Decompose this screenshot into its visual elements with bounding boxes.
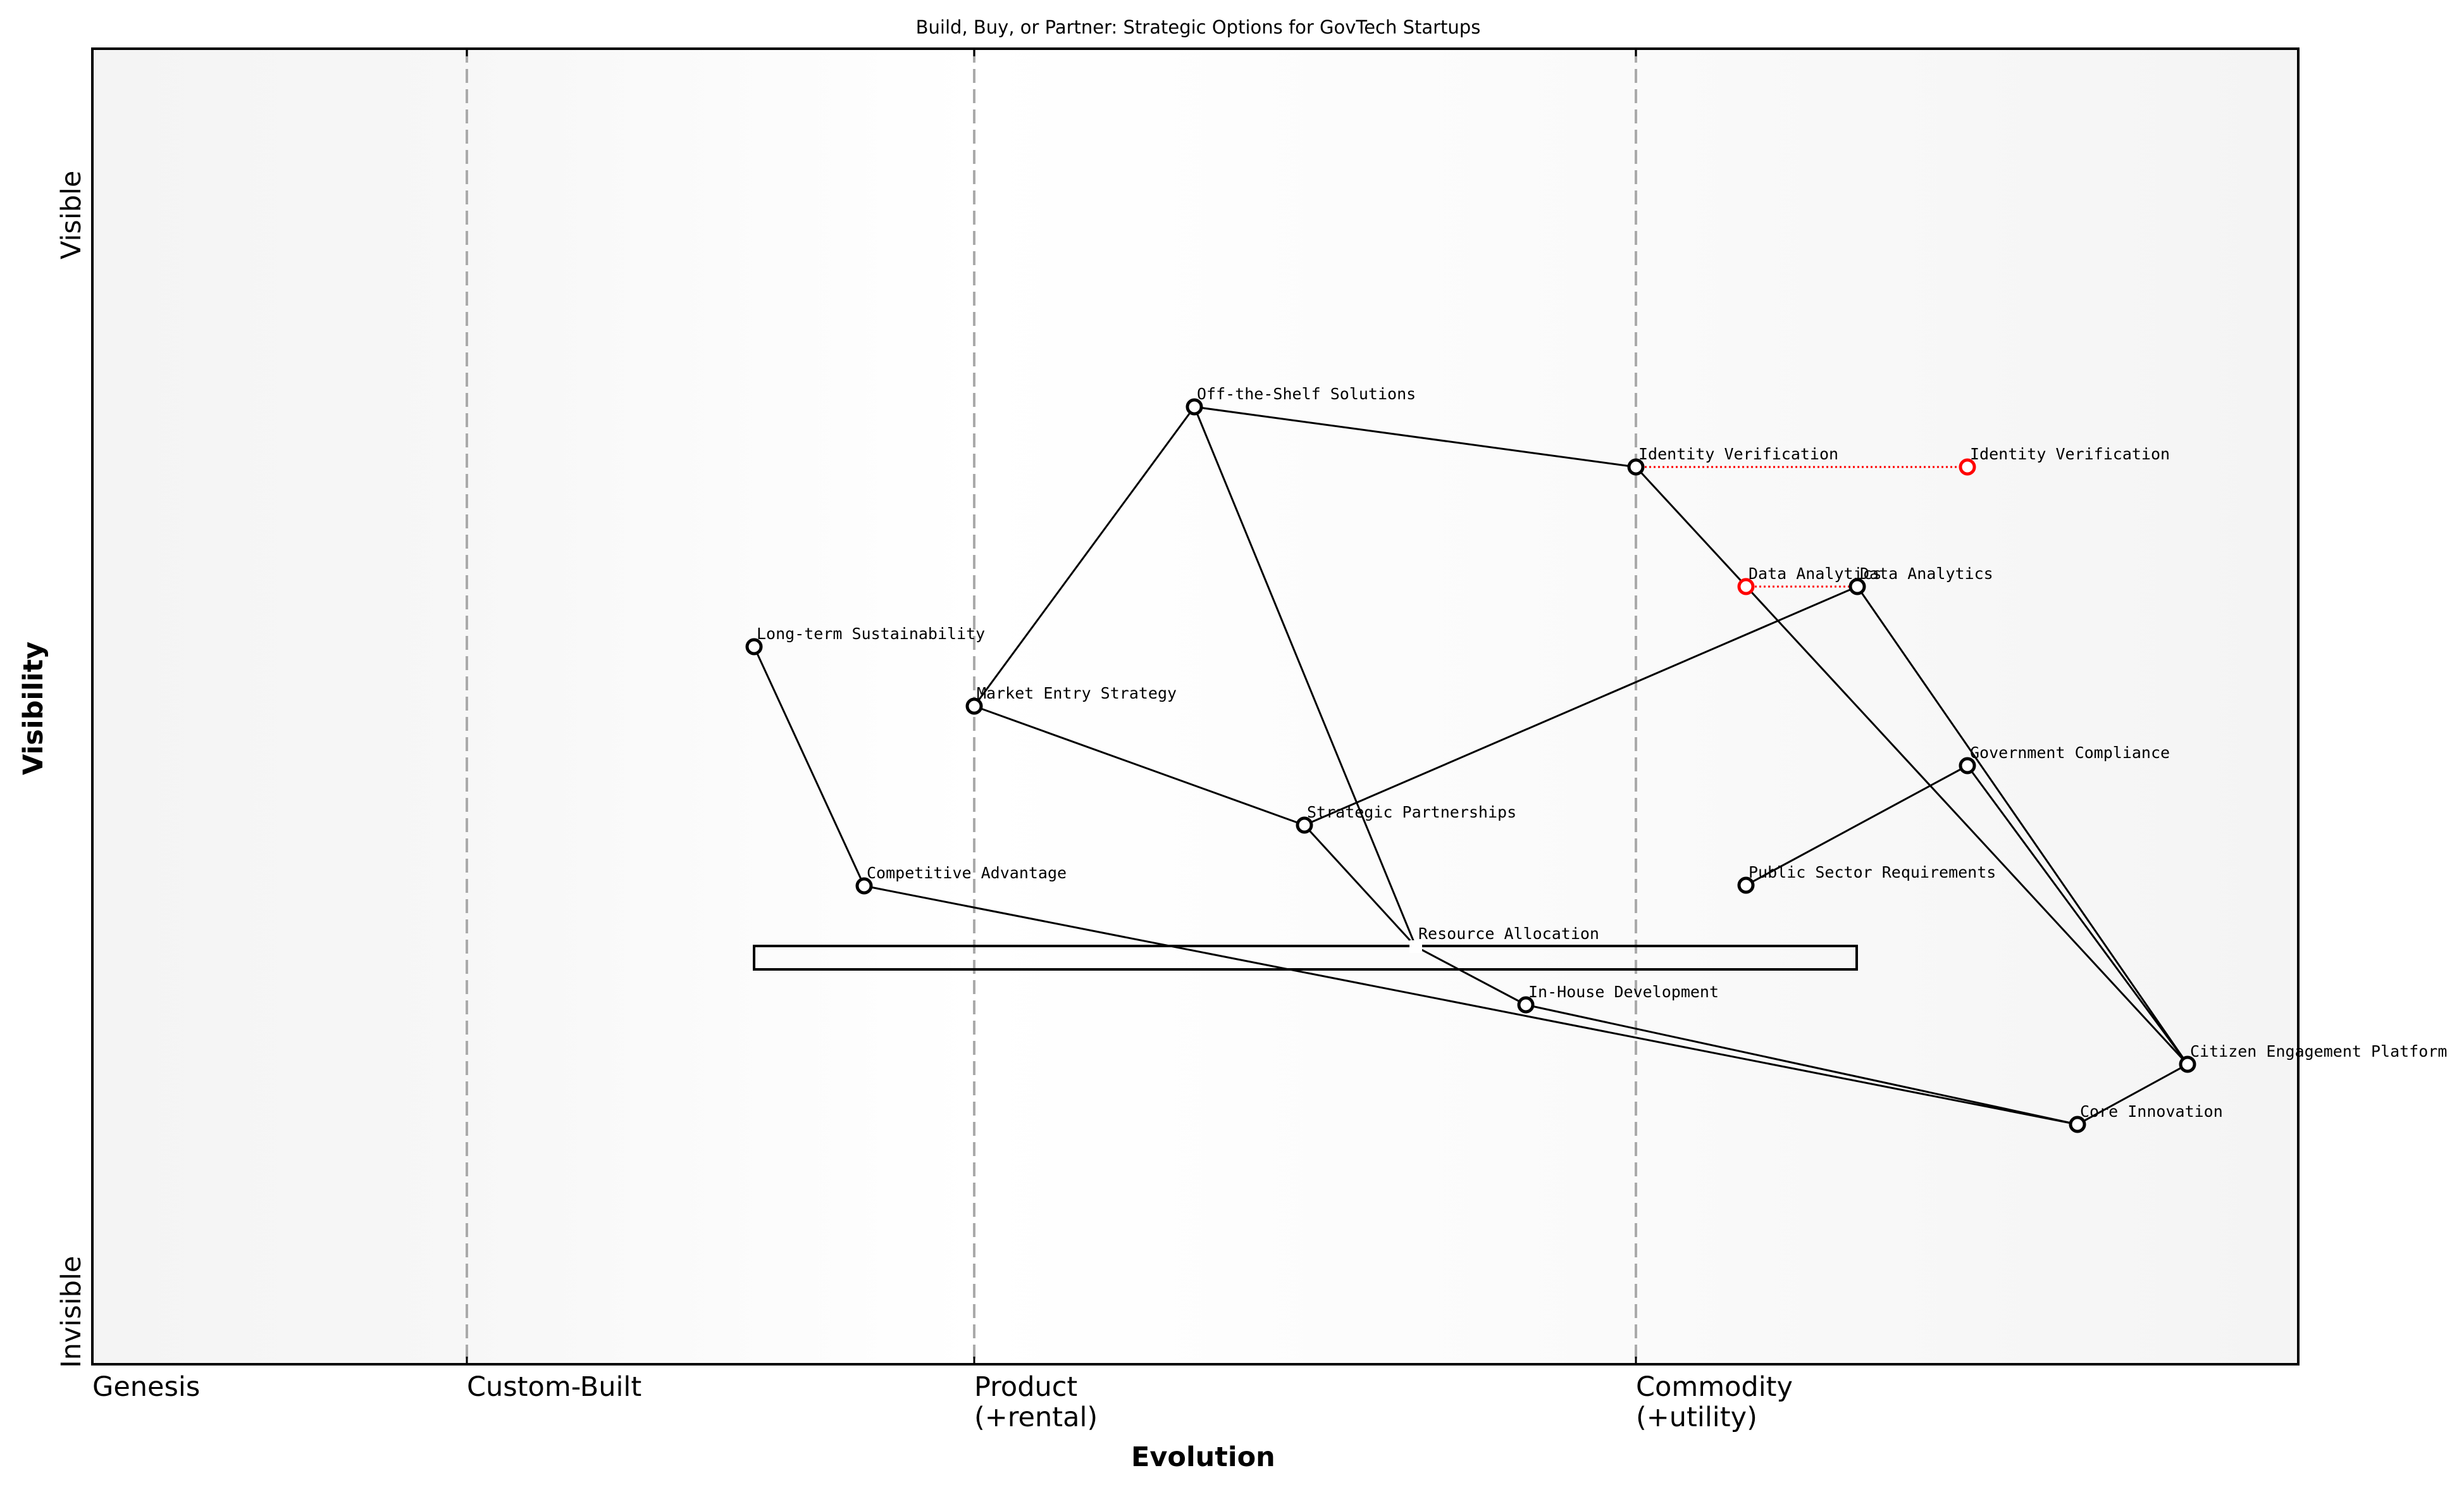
annotation-rectangle: [753, 945, 1858, 971]
node-label: Off-the-Shelf Solutions: [1197, 385, 1416, 403]
component-node[interactable]: Identity Verification: [1959, 445, 2170, 476]
node-circle-icon: [1186, 398, 1203, 416]
component-node[interactable]: Data Analytics: [1848, 564, 1993, 595]
dependency-link: [1635, 466, 2189, 1066]
x-axis-ticks: [466, 49, 1637, 1364]
x-stage-custom-built: Custom-Built: [467, 1371, 642, 1403]
dependency-link: [1745, 764, 1968, 887]
node-circle-icon: [1737, 578, 1755, 595]
component-node[interactable]: Off-the-Shelf Solutions: [1186, 385, 1416, 416]
node-label: Citizen Engagement Platform: [2190, 1042, 2447, 1061]
node-label: Public Sector Requirements: [1749, 863, 1996, 881]
x-stage-genesis: Genesis: [92, 1371, 201, 1403]
dependency-link: [1415, 945, 1526, 1006]
chart-title: Build, Buy, or Partner: Strategic Option…: [915, 16, 1481, 38]
node-label: Data Analytics: [1860, 564, 1993, 583]
node-circle-icon: [1959, 458, 1976, 476]
dependency-link: [974, 705, 1305, 826]
node-circle-icon: [1959, 757, 1976, 775]
node-circle-icon: [2179, 1055, 2196, 1073]
y-axis-title: Visibility: [18, 641, 49, 775]
component-node[interactable]: Core Innovation: [2069, 1102, 2223, 1133]
component-nodes: Off-the-Shelf Solutions Identity Verifica…: [745, 385, 2447, 1133]
node-label: Government Compliance: [1970, 744, 2170, 762]
node-circle-icon: [1737, 876, 1755, 894]
dependency-link: [1966, 765, 2189, 1065]
dependency-link: [1303, 824, 1417, 948]
node-marker-icon: [1409, 940, 1422, 953]
x-stage-commodity: Commodity (+utility): [1636, 1371, 1793, 1433]
y-axis-visible-label: Visible: [56, 170, 87, 259]
x-stage-product: Product (+rental): [974, 1371, 1098, 1433]
dependency-link: [973, 406, 1196, 707]
dependency-link: [1194, 406, 1637, 468]
dependency-link: [1525, 1004, 2078, 1126]
component-node[interactable]: Government Compliance: [1959, 744, 2170, 775]
node-circle-icon: [1296, 816, 1313, 834]
component-node[interactable]: Identity Verification: [1627, 445, 1838, 476]
node-circle-icon: [2069, 1116, 2086, 1133]
node-label: In-House Development: [1528, 983, 1719, 1001]
component-node[interactable]: Competitive Advantage: [855, 864, 1067, 895]
dependency-link: [1304, 585, 1858, 826]
component-node[interactable]: Resource Allocation: [1409, 924, 1599, 953]
component-node[interactable]: In-House Development: [1517, 983, 1719, 1014]
node-label: Core Innovation: [2080, 1102, 2223, 1121]
node-label: Resource Allocation: [1418, 924, 1599, 943]
node-label: Long-term Sustainability: [757, 625, 985, 643]
node-label: Market Entry Strategy: [977, 684, 1177, 702]
y-axis-invisible-label: Invisible: [56, 1255, 87, 1368]
evolution-arrows: [1636, 466, 1967, 588]
dependency-link: [1193, 406, 1417, 947]
plot-background: [92, 49, 2298, 1364]
component-node[interactable]: Citizen Engagement Platform: [2179, 1042, 2447, 1073]
node-circle-icon: [965, 697, 983, 715]
node-circle-icon: [1627, 458, 1645, 476]
node-label: Identity Verification: [1970, 445, 2170, 463]
component-node[interactable]: Strategic Partnerships: [1296, 803, 1516, 834]
plot-frame: [91, 47, 2300, 1366]
node-label: Strategic Partnerships: [1307, 803, 1516, 821]
component-node[interactable]: Long-term Sustainability: [745, 625, 985, 656]
component-node[interactable]: Market Entry Strategy: [965, 684, 1177, 715]
node-circle-icon: [745, 638, 763, 656]
node-label: Competitive Advantage: [867, 864, 1067, 882]
dependency-links: [753, 406, 2189, 1126]
dependency-link: [753, 646, 865, 887]
dependency-link: [1856, 586, 2189, 1065]
component-node[interactable]: Public Sector Requirements: [1737, 863, 1996, 894]
x-axis-title: Evolution: [1131, 1441, 1275, 1473]
dependency-link: [864, 885, 2078, 1126]
node-circle-icon: [1517, 996, 1535, 1014]
dependency-link: [2077, 1063, 2188, 1126]
node-circle-icon: [855, 877, 873, 895]
node-circle-icon: [1848, 578, 1866, 595]
node-label: Identity Verification: [1638, 445, 1838, 463]
highlight-rectangle: [753, 945, 1858, 971]
